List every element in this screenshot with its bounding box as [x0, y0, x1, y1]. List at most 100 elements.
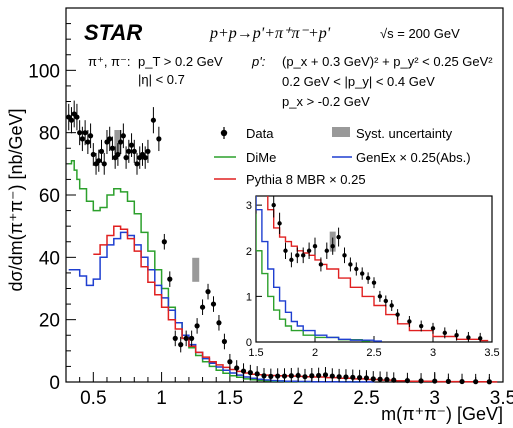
data-point: [205, 289, 211, 295]
inset-data-point: [306, 248, 312, 253]
inset-data-point: [407, 319, 412, 324]
data-point: [161, 239, 167, 245]
inset-data-point: [430, 326, 436, 331]
legend-genex-label: GenEx × 0.25(Abs.): [356, 150, 471, 165]
x-tick-label: 3.5: [490, 388, 513, 409]
inset-data-point: [389, 303, 394, 308]
inset-data-point: [283, 248, 288, 253]
y-tick-label: 40: [39, 248, 60, 269]
data-point: [363, 375, 370, 381]
inset-data-point: [478, 336, 483, 341]
inset-data-point: [289, 257, 294, 263]
inset-data-point: [466, 335, 471, 340]
data-point: [131, 148, 137, 154]
process-label: p+p→p'+π⁺π⁻+p': [209, 25, 331, 42]
inset-data-point: [312, 243, 318, 249]
syst-box: [114, 130, 122, 155]
data-point: [329, 373, 335, 379]
data-point: [391, 377, 397, 383]
legend-dime-label: DiMe: [246, 150, 276, 165]
legend-syst-box: [332, 127, 350, 137]
data-point: [98, 148, 105, 154]
inset-dime-curve: [256, 213, 371, 342]
data-point: [150, 117, 156, 123]
data-point: [96, 158, 102, 164]
x-tick-label: 0.5: [80, 388, 106, 409]
data-point: [79, 136, 85, 142]
data-point: [145, 148, 151, 154]
data-point: [90, 151, 96, 158]
data-point: [156, 136, 162, 142]
x-tick-label: 2: [293, 388, 304, 409]
legend-data-marker: [220, 127, 228, 139]
inset-x-tick-label: 2.5: [366, 347, 381, 359]
data-point: [309, 373, 315, 379]
inset-clipped-group: [256, 196, 489, 342]
data-point: [234, 365, 240, 371]
y-tick-label: 20: [39, 311, 60, 332]
data-point: [227, 359, 233, 365]
data-point: [343, 374, 349, 380]
inset-data-point: [419, 323, 424, 329]
inset-series-layer: [256, 196, 489, 342]
inset-data-point: [371, 280, 377, 285]
inset-x-tick-label: 1.5: [248, 347, 263, 359]
legend-syst-label: Syst. uncertainty: [356, 126, 453, 141]
energy-label: √s = 200 GeV: [380, 26, 460, 41]
cut-proton-px: p_x > -0.2 GeV: [282, 94, 370, 109]
inset-y-tick-label: 2: [246, 246, 252, 258]
data-point: [210, 301, 217, 307]
x-tick-label: 1: [156, 388, 167, 409]
data-point: [336, 374, 342, 380]
cut-pion-pt: p_T > 0.2 GeV: [138, 54, 223, 69]
data-point: [350, 374, 356, 380]
data-point: [268, 373, 274, 379]
inset-data-point: [395, 312, 400, 317]
data-point: [134, 161, 140, 167]
inset-x-tick-label: 3: [430, 347, 436, 359]
cut-proton-pxpy: (p_x + 0.3 GeV)² + p_y² < 0.25 GeV²: [282, 54, 493, 69]
data-point: [247, 370, 253, 376]
data-point: [240, 368, 247, 374]
y-tick-label: 60: [39, 186, 60, 207]
data-point: [107, 136, 113, 142]
inset-data-point: [295, 253, 300, 258]
data-point: [404, 377, 411, 384]
data-point: [172, 335, 178, 341]
inset-data-point: [377, 294, 383, 299]
data-point: [87, 133, 94, 139]
data-point: [295, 372, 301, 379]
data-point: [183, 335, 189, 341]
inset-data-point: [342, 253, 347, 258]
inset-y-tick-label: 1: [246, 291, 252, 303]
y-tick-label: 100: [28, 61, 60, 82]
inset-data-point: [336, 234, 341, 240]
data-point: [445, 378, 451, 384]
data-point: [357, 375, 363, 381]
data-point: [194, 323, 200, 329]
inset-data-point: [301, 253, 306, 258]
data-point: [189, 335, 195, 341]
legend-pythia-label: Pythia 8 MBR × 0.25: [246, 172, 366, 187]
data-point: [216, 320, 222, 326]
syst-box: [192, 257, 200, 282]
data-point: [370, 376, 376, 382]
cut-proton-py: 0.2 GeV < |p_y| < 0.4 GeV: [282, 74, 435, 89]
data-point: [82, 130, 88, 136]
data-point: [254, 371, 260, 377]
data-point: [302, 374, 308, 380]
data-point: [85, 139, 91, 145]
inset-data-point: [365, 275, 371, 281]
cut-proton-label: p':: [251, 54, 266, 69]
data-point: [275, 373, 281, 379]
x-tick-label: 1.5: [217, 388, 243, 409]
inset-x-tick-label: 3.5: [484, 347, 499, 359]
inset-data-point: [271, 202, 276, 208]
y-axis-title: dσ/dm(π⁺π⁻) [nb/GeV]: [6, 109, 26, 292]
y-tick-label: 80: [39, 124, 60, 145]
data-point: [101, 161, 107, 167]
inset-data-point: [330, 243, 335, 249]
data-point: [142, 155, 148, 161]
data-point: [68, 117, 75, 123]
